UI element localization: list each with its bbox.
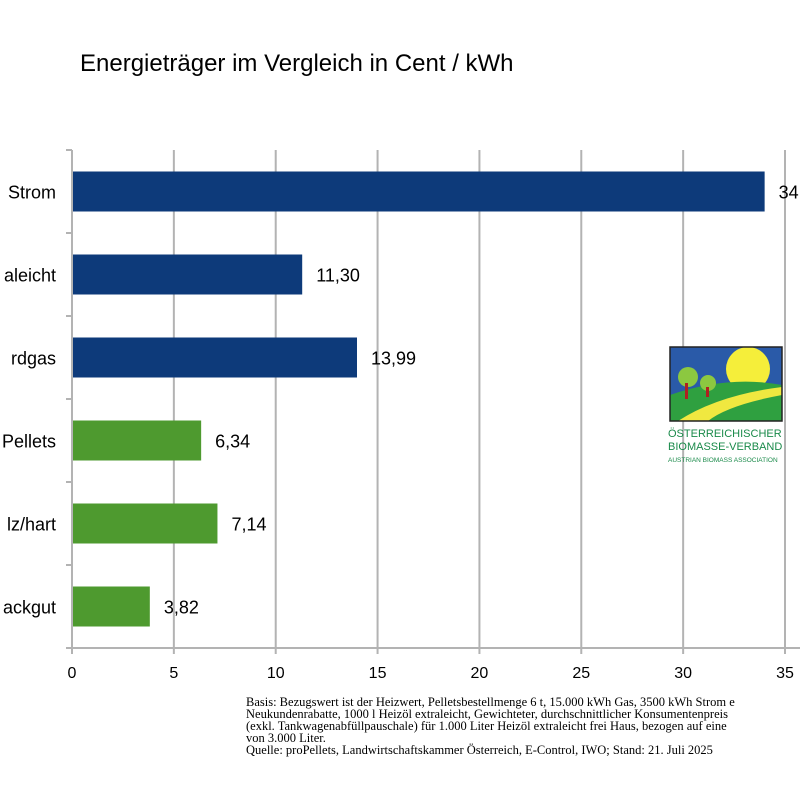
footnote: Basis: Bezugswert ist der Heizwert, Pell… — [246, 695, 735, 757]
bar — [72, 337, 357, 378]
bar — [72, 503, 218, 544]
value-label: 7,14 — [231, 515, 266, 535]
logo-text-3: Austrian Biomass Association — [668, 457, 778, 464]
category-label: lz/hart — [7, 515, 56, 535]
x-tick-label: 15 — [369, 665, 387, 682]
x-tick-label: 0 — [68, 665, 77, 682]
x-tick-label: 5 — [169, 665, 178, 682]
biomasse-verband-logo: Österreichischer Biomasse-Verband Austri… — [668, 345, 800, 467]
value-label: 6,34 — [215, 432, 250, 452]
value-label: 11,30 — [316, 266, 360, 286]
category-label: aleicht — [4, 266, 56, 286]
bar — [72, 420, 202, 461]
value-label: 34, — [779, 183, 800, 203]
category-label: Pellets — [2, 432, 56, 452]
bar — [72, 586, 150, 627]
bar — [72, 254, 303, 295]
footnote-line: Quelle: proPellets, Landwirtschaftskamme… — [246, 743, 713, 757]
value-label: 13,99 — [371, 349, 416, 369]
logo-text-2: Biomasse-Verband — [668, 441, 783, 453]
logo-image — [669, 346, 783, 422]
footnote-line: (exkl. Tankwagenabfüllpauschale) für 1.0… — [246, 719, 727, 733]
x-tick-label: 30 — [674, 665, 692, 682]
category-label: rdgas — [11, 349, 56, 369]
footnote-line: Basis: Bezugswert ist der Heizwert, Pell… — [246, 695, 735, 709]
bar — [72, 171, 765, 212]
x-tick-label: 25 — [572, 665, 590, 682]
category-label: Strom — [8, 183, 56, 203]
logo-text-1: Österreichischer — [668, 428, 782, 440]
footnote-line: von 3.000 Liter. — [246, 731, 326, 745]
category-label: ackgut — [3, 598, 56, 618]
x-tick-label: 10 — [267, 665, 285, 682]
footnote-line: Neukundenrabatte, 1000 l Heizöl extralei… — [246, 707, 728, 721]
chart-title: Energieträger im Vergleich in Cent / kWh — [80, 50, 514, 77]
x-tick-label: 35 — [776, 665, 794, 682]
value-label: 3,82 — [164, 598, 199, 618]
x-tick-label: 20 — [471, 665, 489, 682]
